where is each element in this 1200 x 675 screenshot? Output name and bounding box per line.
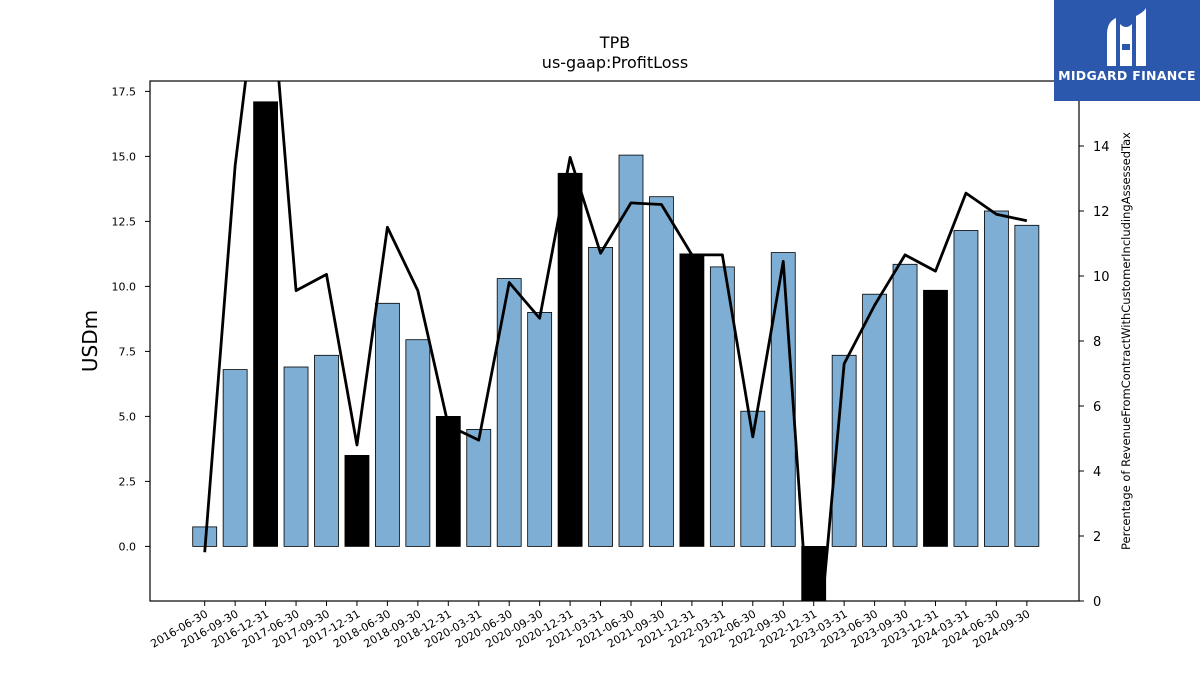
bar [344, 454, 370, 547]
bar [527, 311, 553, 547]
bar [1014, 224, 1040, 547]
y-tick-label: 15.0 [112, 150, 137, 163]
y-tick-label: 10.0 [112, 280, 137, 293]
bar [405, 339, 431, 547]
y2-axis-label: Percentage of RevenueFromContractWithCus… [1119, 132, 1133, 550]
bar [374, 302, 400, 547]
y2-tick-label: 6 [1093, 400, 1101, 415]
bar [649, 196, 674, 547]
y-tick-label: 7.5 [119, 345, 137, 358]
y2-tick-label: 4 [1093, 465, 1101, 480]
series-line [203, 81, 1028, 601]
bar [314, 354, 339, 547]
bar [222, 369, 248, 547]
logo-icon [1107, 8, 1146, 66]
bar [679, 253, 705, 547]
y-tick-label: 5.0 [119, 410, 137, 423]
y2-tick-label: 2 [1093, 530, 1101, 545]
bar [923, 289, 948, 547]
y2-tick-label: 14 [1093, 140, 1110, 155]
data-layer [192, 81, 1040, 601]
bar [283, 366, 309, 547]
bar [892, 263, 918, 547]
y-tick-label: 0.0 [119, 540, 137, 553]
chart-subtitle: us-gaap:ProfitLoss [542, 53, 688, 72]
bar [466, 428, 492, 547]
bar [618, 154, 644, 547]
y2-tick-label: 8 [1093, 335, 1101, 350]
bar [435, 415, 461, 547]
bar [953, 230, 979, 547]
y-axis-label: USDm [78, 310, 102, 372]
logo-text: MIDGARD FINANCE [1058, 68, 1196, 83]
y-tick-label: 17.5 [112, 85, 137, 98]
bar [588, 246, 613, 547]
plot-area: 0.02.55.07.510.012.515.017.5024681012142… [112, 80, 1110, 651]
y-tick-label: 12.5 [112, 215, 137, 228]
bar [984, 210, 1009, 547]
bar [253, 101, 279, 547]
bar [709, 266, 735, 547]
brand-logo: MIDGARD FINANCE [1054, 0, 1200, 101]
y2-tick-label: 12 [1093, 205, 1110, 220]
bar [557, 172, 583, 547]
y2-tick-label: 10 [1093, 270, 1110, 285]
y2-tick-label: 0 [1093, 595, 1101, 610]
bar [862, 293, 887, 547]
chart-title: TPB [599, 33, 630, 52]
y-tick-label: 2.5 [119, 475, 137, 488]
